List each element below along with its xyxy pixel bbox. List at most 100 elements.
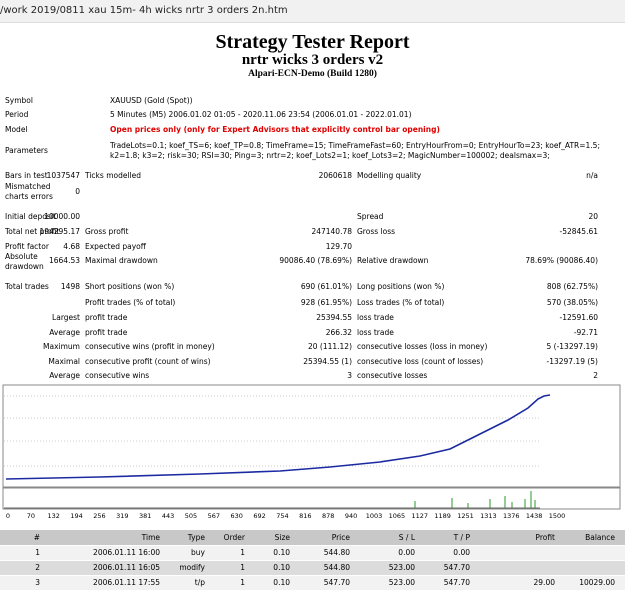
- table-cell: 2006.01.11 16:00: [93, 548, 160, 557]
- x-axis-label: 1189: [434, 512, 451, 520]
- stat-label: Maximal drawdown: [85, 256, 158, 265]
- table-header: Price: [331, 533, 350, 542]
- graph-grid: [4, 395, 540, 467]
- stat-label: Absolute drawdown: [5, 252, 44, 271]
- stat-value: 78.69% (90086.40): [525, 256, 598, 265]
- stat-value: 690 (61.01%): [300, 282, 352, 291]
- stat-label: loss trade: [357, 313, 394, 322]
- table-header: #: [33, 533, 40, 542]
- report-title: Strategy Tester Report: [215, 31, 410, 53]
- stat-value: 20 (111.12): [307, 342, 352, 351]
- x-axis-label: 1438: [525, 512, 543, 520]
- graph-frame: [2, 384, 621, 488]
- stat-label: consecutive losses (loss in money): [357, 342, 488, 351]
- stat-value: 194295.17: [39, 227, 80, 236]
- stat-label: Profit trades (% of total): [85, 298, 176, 307]
- stat-label: Bars in test: [5, 171, 48, 180]
- info-label: Symbol: [5, 96, 33, 105]
- table-cell: 3: [35, 578, 40, 587]
- info-value: TradeLots=0.1; koef_TS=6; koef_TP=0.8; T…: [110, 141, 600, 160]
- x-axis-label: 754: [276, 512, 289, 520]
- info-label: Parameters: [5, 146, 48, 155]
- stat-value: Maximal: [48, 357, 80, 366]
- stat-label: Modelling quality: [357, 171, 422, 180]
- table-cell: 0.10: [273, 563, 290, 572]
- size-label: 261: [543, 485, 556, 493]
- x-axis-label: 0: [5, 512, 11, 520]
- x-axis-label: 567: [207, 512, 221, 520]
- y-axis-label: 203614: [543, 392, 568, 400]
- x-axis-label: 381: [139, 512, 152, 520]
- report-subtitle: nrtr wicks 3 orders v2: [241, 52, 384, 68]
- stat-label: profit trade: [85, 328, 128, 337]
- table-cell: 547.70: [443, 578, 470, 587]
- x-axis-label: 1251: [457, 512, 474, 520]
- stat-label: Expected payoff: [85, 242, 146, 251]
- stat-value: 129.70: [325, 242, 352, 251]
- table-header: Order: [223, 533, 245, 542]
- table-cell: 1: [240, 563, 245, 572]
- size-title: Size: [6, 491, 20, 499]
- table-cell: 544.80: [323, 548, 350, 557]
- row-band: [0, 546, 625, 560]
- stat-label: Initial deposit: [5, 212, 56, 221]
- legend-entry: Open prices only (fastest method to anal…: [65, 388, 444, 396]
- stat-value: Average: [49, 328, 80, 337]
- row-band: [0, 530, 625, 545]
- table-cell: t/p: [194, 578, 205, 587]
- stat-value: 0: [75, 187, 80, 196]
- x-axis-label: 1003: [365, 512, 383, 520]
- stat-value: 928 (61.95%): [300, 298, 352, 307]
- x-axis-label: 443: [161, 512, 175, 520]
- stat-label: Gross profit: [85, 227, 129, 236]
- stat-value: 247140.78: [311, 227, 352, 236]
- stat-label: consecutive wins (profit in money): [85, 342, 215, 351]
- table-header: Type: [187, 533, 205, 542]
- stat-value: 10000.00: [44, 212, 80, 221]
- stat-value: 808 (62.75%): [546, 282, 598, 291]
- table-cell: buy: [191, 548, 205, 557]
- table-cell: 544.80: [323, 563, 350, 572]
- stat-value: 4.68: [63, 242, 80, 251]
- table-cell: 0.10: [273, 548, 290, 557]
- stat-label: profit trade: [85, 313, 128, 322]
- size-bars: [414, 491, 536, 508]
- x-axis-label: 1127: [411, 512, 429, 520]
- x-axis-label: 1500: [548, 512, 566, 520]
- x-axis-label: 132: [47, 512, 60, 520]
- stat-value: 1498: [60, 282, 80, 291]
- stat-label: Profit factor: [5, 242, 49, 251]
- table-header: Balance: [585, 533, 615, 542]
- x-axis-label: 194: [70, 512, 83, 520]
- y-axis-label: 152776: [543, 414, 568, 422]
- table-cell: 2006.01.11 17:55: [93, 578, 160, 587]
- table-cell: 547.70: [443, 563, 470, 572]
- info-label: Period: [5, 110, 29, 119]
- table-cell: 0.00: [453, 548, 470, 557]
- x-axis-label: 1376: [502, 512, 520, 520]
- stat-label: loss trade: [357, 328, 394, 337]
- report-server: Alpari-ECN-Demo (Build 1280): [248, 69, 377, 79]
- table-cell: 1: [240, 578, 245, 587]
- stat-value: -13297.19 (5): [546, 357, 598, 366]
- stat-value: 3: [347, 371, 352, 380]
- stat-value: 2060618: [318, 171, 352, 180]
- stat-value: -92.71: [573, 328, 598, 337]
- stat-label: Mismatched charts errors: [5, 182, 53, 201]
- stat-label: Gross loss: [357, 227, 396, 236]
- stat-label: Short positions (won %): [85, 282, 175, 291]
- stat-value: Largest: [52, 313, 80, 322]
- legend-entry: Equity: [38, 388, 59, 396]
- table-cell: 2006.01.11 16:05: [93, 563, 160, 572]
- stat-value: 2: [593, 371, 598, 380]
- stat-value: 90086.40 (78.69%): [279, 256, 352, 265]
- stat-label: consecutive profit (count of wins): [85, 357, 211, 366]
- table-header: Time: [141, 533, 160, 542]
- stat-label: Loss trades (% of total): [357, 298, 445, 307]
- table-cell: 0.00: [398, 548, 415, 557]
- table-cell: 29.00: [533, 578, 555, 587]
- x-axis-label: 940: [344, 512, 358, 520]
- stat-value: 25394.55 (1): [303, 357, 352, 366]
